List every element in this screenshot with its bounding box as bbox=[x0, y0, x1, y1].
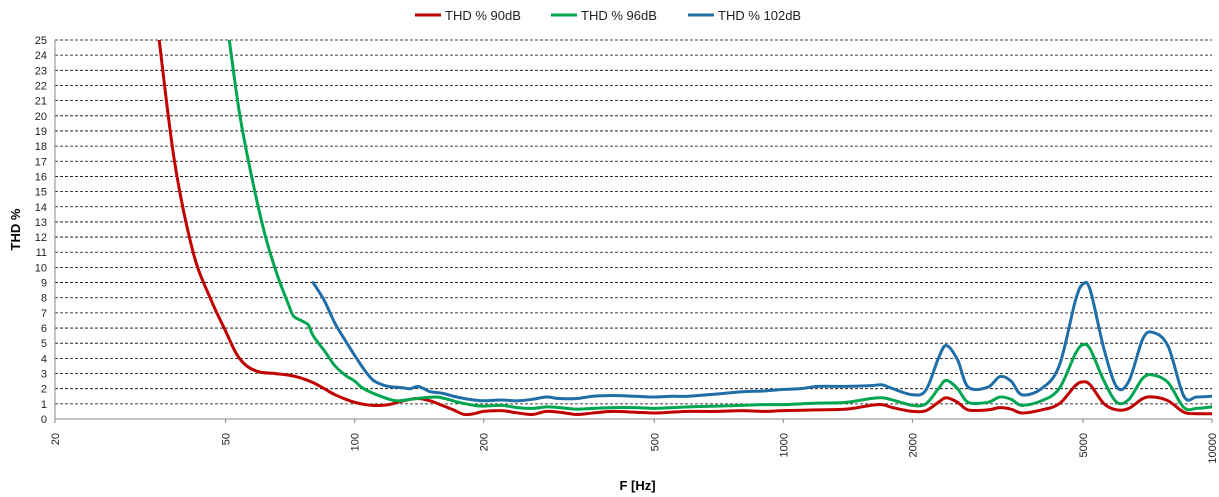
x-tick-labels: 20 50 100 200 500 1000 2000 5000 10000 bbox=[50, 419, 1219, 464]
y-tick-label: 24 bbox=[35, 50, 47, 62]
y-tick-label: 4 bbox=[41, 353, 47, 365]
x-tick-label: 10000 bbox=[1207, 433, 1219, 464]
y-tick-label: 20 bbox=[35, 111, 47, 123]
legend-label-3: THD % 102dB bbox=[718, 8, 801, 23]
y-tick-label: 11 bbox=[36, 247, 47, 259]
x-tick-label: 200 bbox=[479, 433, 491, 451]
legend-label-1: THD % 90dB bbox=[445, 8, 521, 23]
series-line-1 bbox=[157, 40, 1212, 417]
y-tick-label: 9 bbox=[41, 278, 47, 290]
y-tick-label: 17 bbox=[35, 156, 47, 168]
x-tick-label: 500 bbox=[649, 433, 661, 451]
x-tick-label: 2000 bbox=[907, 433, 919, 457]
y-tick-label: 5 bbox=[41, 338, 47, 350]
y-tick-label: 22 bbox=[35, 80, 47, 92]
y-tick-label: 16 bbox=[35, 171, 47, 183]
x-tick-label: 100 bbox=[350, 433, 362, 451]
y-tick-label: 19 bbox=[35, 126, 47, 138]
series-line-2 bbox=[227, 40, 1212, 412]
y-tick-label: 1 bbox=[41, 399, 47, 411]
y-tick-label: 7 bbox=[41, 308, 47, 320]
x-axis-title: F [Hz] bbox=[619, 478, 655, 493]
x-tick-label: 1000 bbox=[778, 433, 790, 457]
y-tick-label: 14 bbox=[35, 202, 47, 214]
legend-label-2: THD % 96dB bbox=[581, 8, 657, 23]
y-tick-label: 8 bbox=[41, 293, 47, 305]
y-tick-label: 2 bbox=[41, 384, 47, 396]
x-tick-label: 5000 bbox=[1078, 433, 1090, 457]
y-tick-label: 23 bbox=[35, 65, 47, 77]
y-tick-label: 0 bbox=[41, 414, 47, 426]
y-tick-label: 25 bbox=[35, 35, 47, 47]
x-tick-label: 50 bbox=[221, 433, 233, 445]
series-lines bbox=[157, 40, 1212, 417]
y-axis-title: THD % bbox=[8, 208, 23, 250]
y-tick-label: 15 bbox=[35, 187, 47, 199]
y-tick-label: 12 bbox=[35, 232, 47, 244]
y-tick-label: 18 bbox=[35, 141, 47, 153]
y-tick-labels: 0123456789101112131415161718192021222324… bbox=[35, 35, 47, 426]
y-tick-label: 10 bbox=[35, 262, 47, 274]
x-tick-label: 20 bbox=[50, 433, 62, 445]
y-tick-label: 13 bbox=[35, 217, 47, 229]
gridlines bbox=[55, 39, 1212, 420]
series-line-3 bbox=[311, 280, 1212, 403]
y-tick-label: 3 bbox=[41, 369, 47, 381]
legend: THD % 90dB THD % 96dB THD % 102dB bbox=[415, 8, 801, 23]
y-tick-label: 6 bbox=[41, 323, 47, 335]
y-tick-label: 21 bbox=[35, 96, 47, 108]
